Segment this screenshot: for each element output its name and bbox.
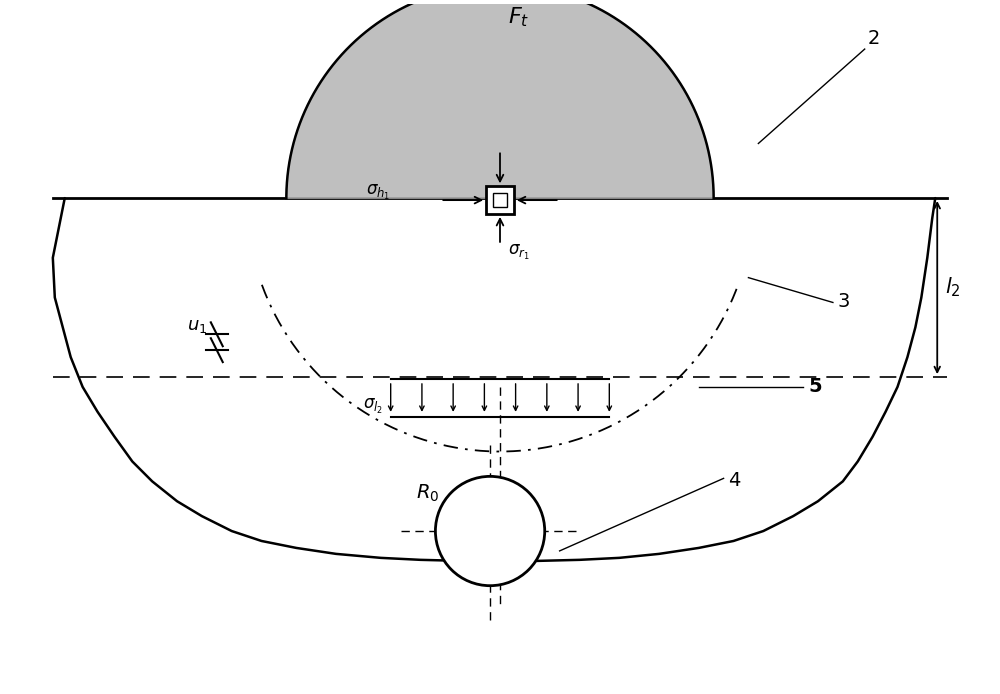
Text: $u_1$: $u_1$ xyxy=(187,317,207,335)
Text: $l_2$: $l_2$ xyxy=(945,276,961,299)
Bar xyxy=(486,186,514,214)
Text: $F_t$: $F_t$ xyxy=(508,6,529,29)
Polygon shape xyxy=(286,0,714,198)
Text: 5: 5 xyxy=(808,377,822,396)
Bar xyxy=(493,193,507,207)
Text: 3: 3 xyxy=(838,292,850,312)
Text: $\sigma_{l_2}$: $\sigma_{l_2}$ xyxy=(363,397,383,416)
Text: 2: 2 xyxy=(868,29,880,48)
Text: $\sigma_{h_1}$: $\sigma_{h_1}$ xyxy=(366,183,391,202)
Text: 4: 4 xyxy=(729,471,741,490)
Text: $R_0$: $R_0$ xyxy=(416,483,439,504)
Text: $\sigma_{r_1}$: $\sigma_{r_1}$ xyxy=(508,243,530,262)
Circle shape xyxy=(435,476,545,586)
